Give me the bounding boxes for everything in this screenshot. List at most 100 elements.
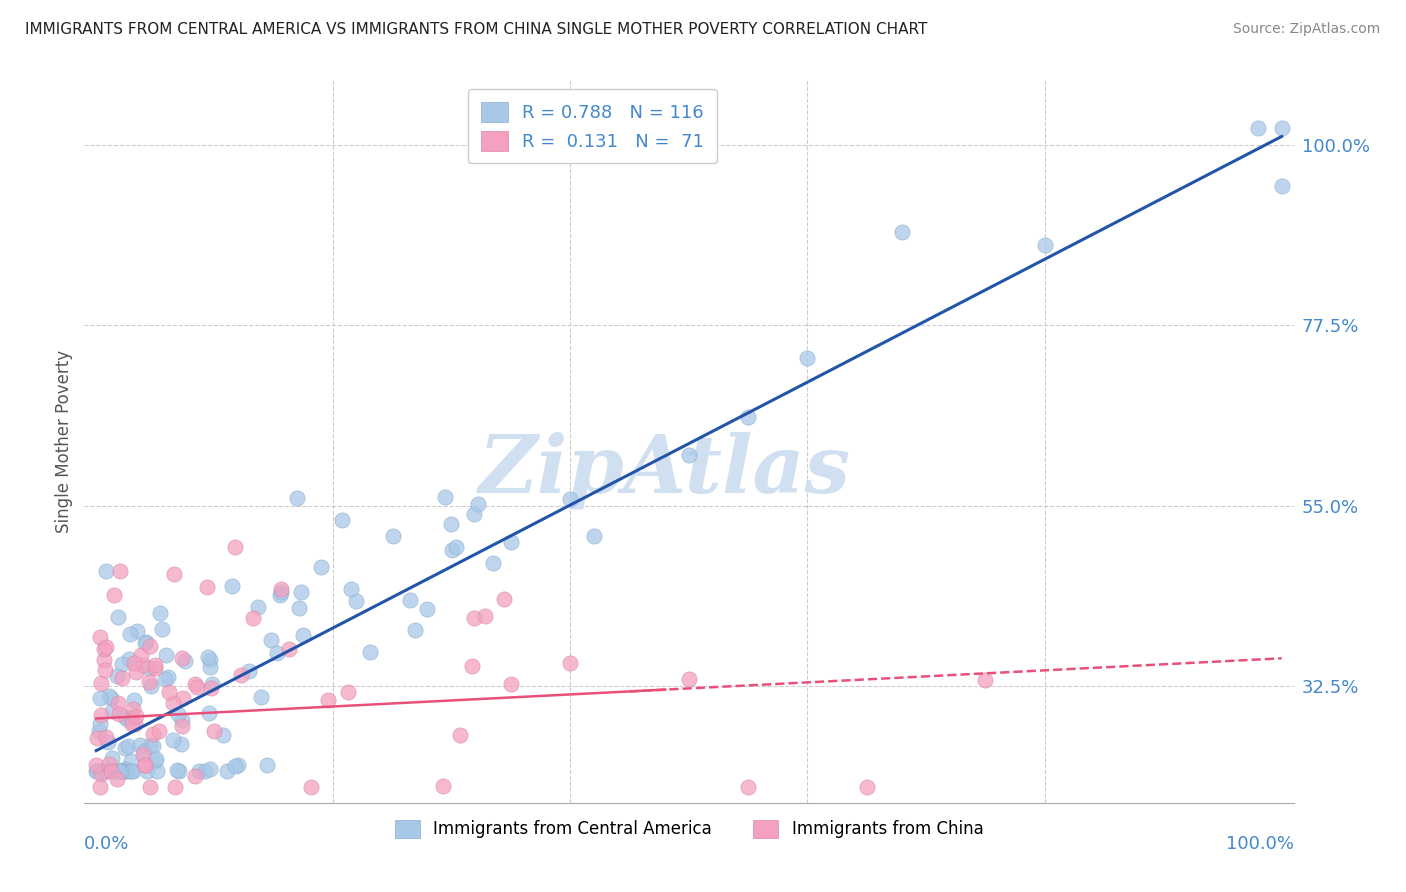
Point <box>132 658 155 673</box>
Point <box>463 611 485 625</box>
Point <box>105 669 128 683</box>
Point <box>111 764 134 778</box>
Point <box>170 737 193 751</box>
Point <box>107 764 129 778</box>
Point <box>266 646 288 660</box>
Point <box>260 632 283 647</box>
Point <box>501 535 523 549</box>
Point <box>337 685 360 699</box>
Point <box>120 764 142 778</box>
Point <box>440 516 463 531</box>
Point <box>198 653 221 667</box>
Point <box>288 601 311 615</box>
Point <box>855 780 877 794</box>
Point <box>359 645 381 659</box>
Point <box>128 738 150 752</box>
Point <box>167 764 190 778</box>
Text: ZipAtlas: ZipAtlas <box>479 432 851 509</box>
Point <box>114 709 136 723</box>
Point <box>194 764 217 778</box>
Point <box>139 780 162 794</box>
Point <box>94 640 117 654</box>
Point <box>157 685 180 699</box>
Point <box>404 623 426 637</box>
Point <box>90 707 112 722</box>
Point <box>256 758 278 772</box>
Point <box>134 758 156 772</box>
Point <box>89 630 111 644</box>
Point <box>460 658 482 673</box>
Point <box>440 542 463 557</box>
Point <box>737 410 759 425</box>
Point <box>107 764 129 778</box>
Point <box>381 529 404 543</box>
Point <box>172 691 194 706</box>
Point <box>132 744 155 758</box>
Point <box>89 780 111 794</box>
Point <box>84 764 107 778</box>
Point <box>163 780 186 794</box>
Point <box>155 648 177 663</box>
Point <box>89 690 111 705</box>
Point <box>201 677 224 691</box>
Point <box>120 754 142 768</box>
Point <box>162 733 184 747</box>
Point <box>291 628 314 642</box>
Point <box>197 650 219 665</box>
Point <box>94 730 117 744</box>
Point <box>124 717 146 731</box>
Point <box>134 757 156 772</box>
Point <box>124 709 146 723</box>
Point <box>139 640 162 654</box>
Point <box>224 759 246 773</box>
Point <box>195 580 218 594</box>
Point <box>111 657 134 672</box>
Point <box>344 594 367 608</box>
Point <box>121 716 143 731</box>
Point <box>103 764 125 778</box>
Point <box>136 764 159 778</box>
Point <box>100 691 122 706</box>
Point <box>129 648 152 662</box>
Point <box>134 636 156 650</box>
Point <box>98 756 121 771</box>
Point <box>125 665 148 679</box>
Point <box>221 579 243 593</box>
Point <box>138 661 160 675</box>
Point <box>270 582 292 596</box>
Point <box>122 656 145 670</box>
Point <box>228 757 250 772</box>
Point <box>117 739 139 753</box>
Point <box>125 624 148 639</box>
Point <box>432 779 454 793</box>
Point <box>89 717 111 731</box>
Point <box>187 764 209 778</box>
Point <box>148 724 170 739</box>
Y-axis label: Single Mother Poverty: Single Mother Poverty <box>55 350 73 533</box>
Point <box>138 674 160 689</box>
Point <box>115 712 138 726</box>
Point <box>501 677 523 691</box>
Point <box>93 641 115 656</box>
Point <box>142 739 165 753</box>
Point <box>94 565 117 579</box>
Point <box>172 713 194 727</box>
Point <box>1271 121 1294 136</box>
Point <box>482 556 505 570</box>
Point <box>114 762 136 776</box>
Point <box>416 602 439 616</box>
Point <box>111 672 134 686</box>
Point <box>238 664 260 678</box>
Point <box>172 651 194 665</box>
Point <box>330 513 353 527</box>
Point <box>118 652 141 666</box>
Point <box>93 653 115 667</box>
Point <box>139 738 162 752</box>
Text: 100.0%: 100.0% <box>1226 835 1294 854</box>
Point <box>270 585 292 599</box>
Point <box>316 692 339 706</box>
Point <box>162 696 184 710</box>
Point <box>122 702 145 716</box>
Point <box>143 754 166 768</box>
Point <box>112 764 135 778</box>
